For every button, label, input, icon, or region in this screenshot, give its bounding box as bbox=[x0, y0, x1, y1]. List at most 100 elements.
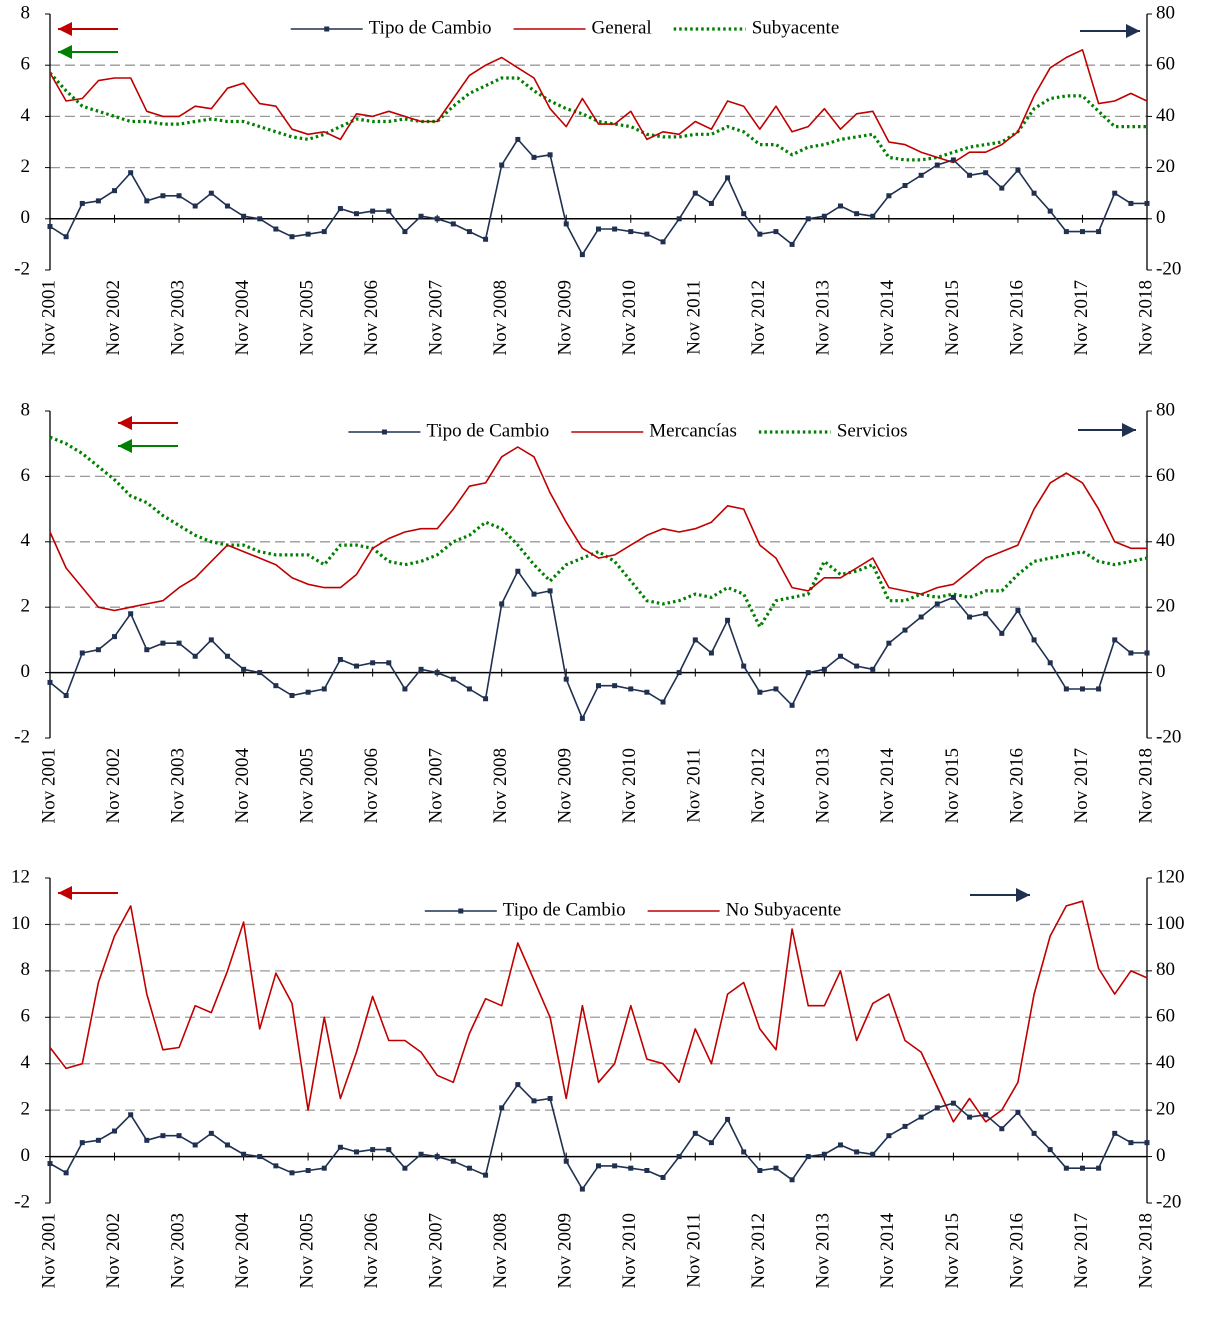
series-marker bbox=[434, 216, 440, 222]
axis-arrow-head bbox=[58, 45, 72, 59]
series-marker bbox=[47, 679, 53, 685]
y-tick-label: 0 bbox=[21, 1145, 31, 1166]
y-tick-label: 2 bbox=[21, 1099, 31, 1120]
legend-label: Tipo de Cambio bbox=[369, 17, 492, 38]
series-marker bbox=[128, 170, 134, 176]
series-marker bbox=[257, 216, 263, 222]
series-marker bbox=[725, 1116, 731, 1122]
series-marker bbox=[1063, 1165, 1069, 1171]
y-tick-label: 8 bbox=[21, 959, 31, 980]
series-marker bbox=[370, 1147, 376, 1153]
series-marker bbox=[563, 1158, 569, 1164]
x-tick-label: Nov 2004 bbox=[232, 748, 253, 824]
series-marker bbox=[224, 1142, 230, 1148]
axis-arrow-head bbox=[118, 439, 132, 453]
series-marker bbox=[1079, 686, 1085, 692]
series-marker bbox=[370, 208, 376, 214]
series-marker bbox=[370, 660, 376, 666]
series-marker bbox=[450, 1158, 456, 1164]
legend-label: Subyacente bbox=[752, 17, 840, 38]
series-marker bbox=[1144, 650, 1150, 656]
x-tick-label: Nov 2012 bbox=[748, 280, 769, 355]
series-marker bbox=[1015, 167, 1021, 173]
series-marker bbox=[63, 692, 69, 698]
series-marker bbox=[628, 686, 634, 692]
y-tick-label: 2 bbox=[21, 156, 31, 177]
series-marker bbox=[321, 1165, 327, 1171]
y2-tick-label: 60 bbox=[1156, 54, 1175, 75]
series-marker bbox=[773, 1165, 779, 1171]
series-marker bbox=[321, 229, 327, 235]
x-tick-label: Nov 2018 bbox=[1135, 748, 1156, 823]
series-marker bbox=[418, 1151, 424, 1157]
series-marker bbox=[305, 1168, 311, 1173]
series-line bbox=[49, 138, 1147, 256]
series-marker bbox=[1096, 686, 1102, 692]
x-tick-label: Nov 2006 bbox=[361, 1213, 382, 1288]
series-marker bbox=[676, 216, 682, 222]
y2-tick-label: 20 bbox=[1156, 156, 1175, 177]
series-marker bbox=[967, 1114, 973, 1120]
x-tick-label: Nov 2016 bbox=[1006, 1213, 1027, 1288]
axis-arrow-head bbox=[58, 886, 72, 900]
series-marker bbox=[79, 650, 85, 656]
series-marker bbox=[967, 614, 973, 620]
series-marker bbox=[660, 1174, 666, 1180]
series-marker bbox=[63, 234, 69, 240]
series-marker bbox=[273, 683, 279, 689]
series-marker bbox=[337, 657, 343, 663]
y2-tick-label: 100 bbox=[1156, 913, 1185, 934]
series-marker bbox=[660, 699, 666, 705]
series-marker bbox=[160, 640, 166, 646]
series-marker bbox=[418, 213, 424, 219]
y2-tick-label: 120 bbox=[1156, 866, 1185, 887]
series-marker bbox=[999, 630, 1005, 636]
series-marker bbox=[224, 203, 230, 209]
series-marker bbox=[386, 660, 392, 666]
series-marker bbox=[483, 1172, 489, 1178]
series-marker bbox=[934, 162, 940, 168]
series-marker bbox=[870, 666, 876, 672]
series-marker bbox=[1047, 208, 1053, 214]
x-tick-label: Nov 2003 bbox=[167, 748, 188, 823]
series-marker bbox=[483, 696, 489, 702]
y2-tick-label: 80 bbox=[1156, 2, 1175, 23]
series-marker bbox=[466, 686, 472, 692]
y-tick-label: 4 bbox=[21, 1052, 31, 1073]
y-tick-label: 6 bbox=[21, 465, 31, 486]
series-marker bbox=[305, 231, 311, 237]
series-marker bbox=[434, 670, 440, 676]
series-marker bbox=[257, 1154, 263, 1160]
x-tick-label: Nov 2006 bbox=[361, 748, 382, 823]
x-tick-label: Nov 2014 bbox=[877, 1213, 898, 1289]
x-tick-label: Nov 2009 bbox=[555, 280, 576, 355]
series-marker bbox=[192, 203, 198, 209]
series-marker bbox=[128, 1112, 134, 1118]
series-marker bbox=[612, 1163, 618, 1169]
series-marker bbox=[402, 229, 408, 235]
series-marker bbox=[741, 1149, 747, 1155]
y-tick-label: 6 bbox=[21, 1006, 31, 1027]
series-marker bbox=[934, 1105, 940, 1111]
x-tick-label: Nov 2007 bbox=[426, 280, 447, 355]
series-marker bbox=[1063, 686, 1069, 692]
legend: Tipo de Cambio General Subyacente bbox=[290, 17, 840, 38]
series-marker bbox=[547, 152, 553, 158]
series-line bbox=[49, 446, 1147, 612]
series-marker bbox=[854, 663, 860, 669]
series-marker bbox=[983, 170, 989, 176]
series-marker bbox=[176, 1133, 182, 1139]
series-marker bbox=[644, 1168, 650, 1173]
legend: Tipo de Cambio No Subyacente bbox=[424, 899, 841, 920]
x-tick-label: Nov 2008 bbox=[490, 1213, 511, 1288]
series-marker bbox=[805, 216, 811, 222]
legend-label: Servicios bbox=[837, 420, 908, 441]
series-marker bbox=[757, 231, 763, 237]
x-tick-label: Nov 2002 bbox=[103, 280, 124, 355]
series-marker bbox=[886, 640, 892, 646]
x-tick-label: Nov 2008 bbox=[490, 280, 511, 355]
series-marker bbox=[273, 226, 279, 232]
series-marker bbox=[515, 568, 521, 574]
series-marker bbox=[515, 136, 521, 142]
series-marker bbox=[741, 211, 747, 217]
